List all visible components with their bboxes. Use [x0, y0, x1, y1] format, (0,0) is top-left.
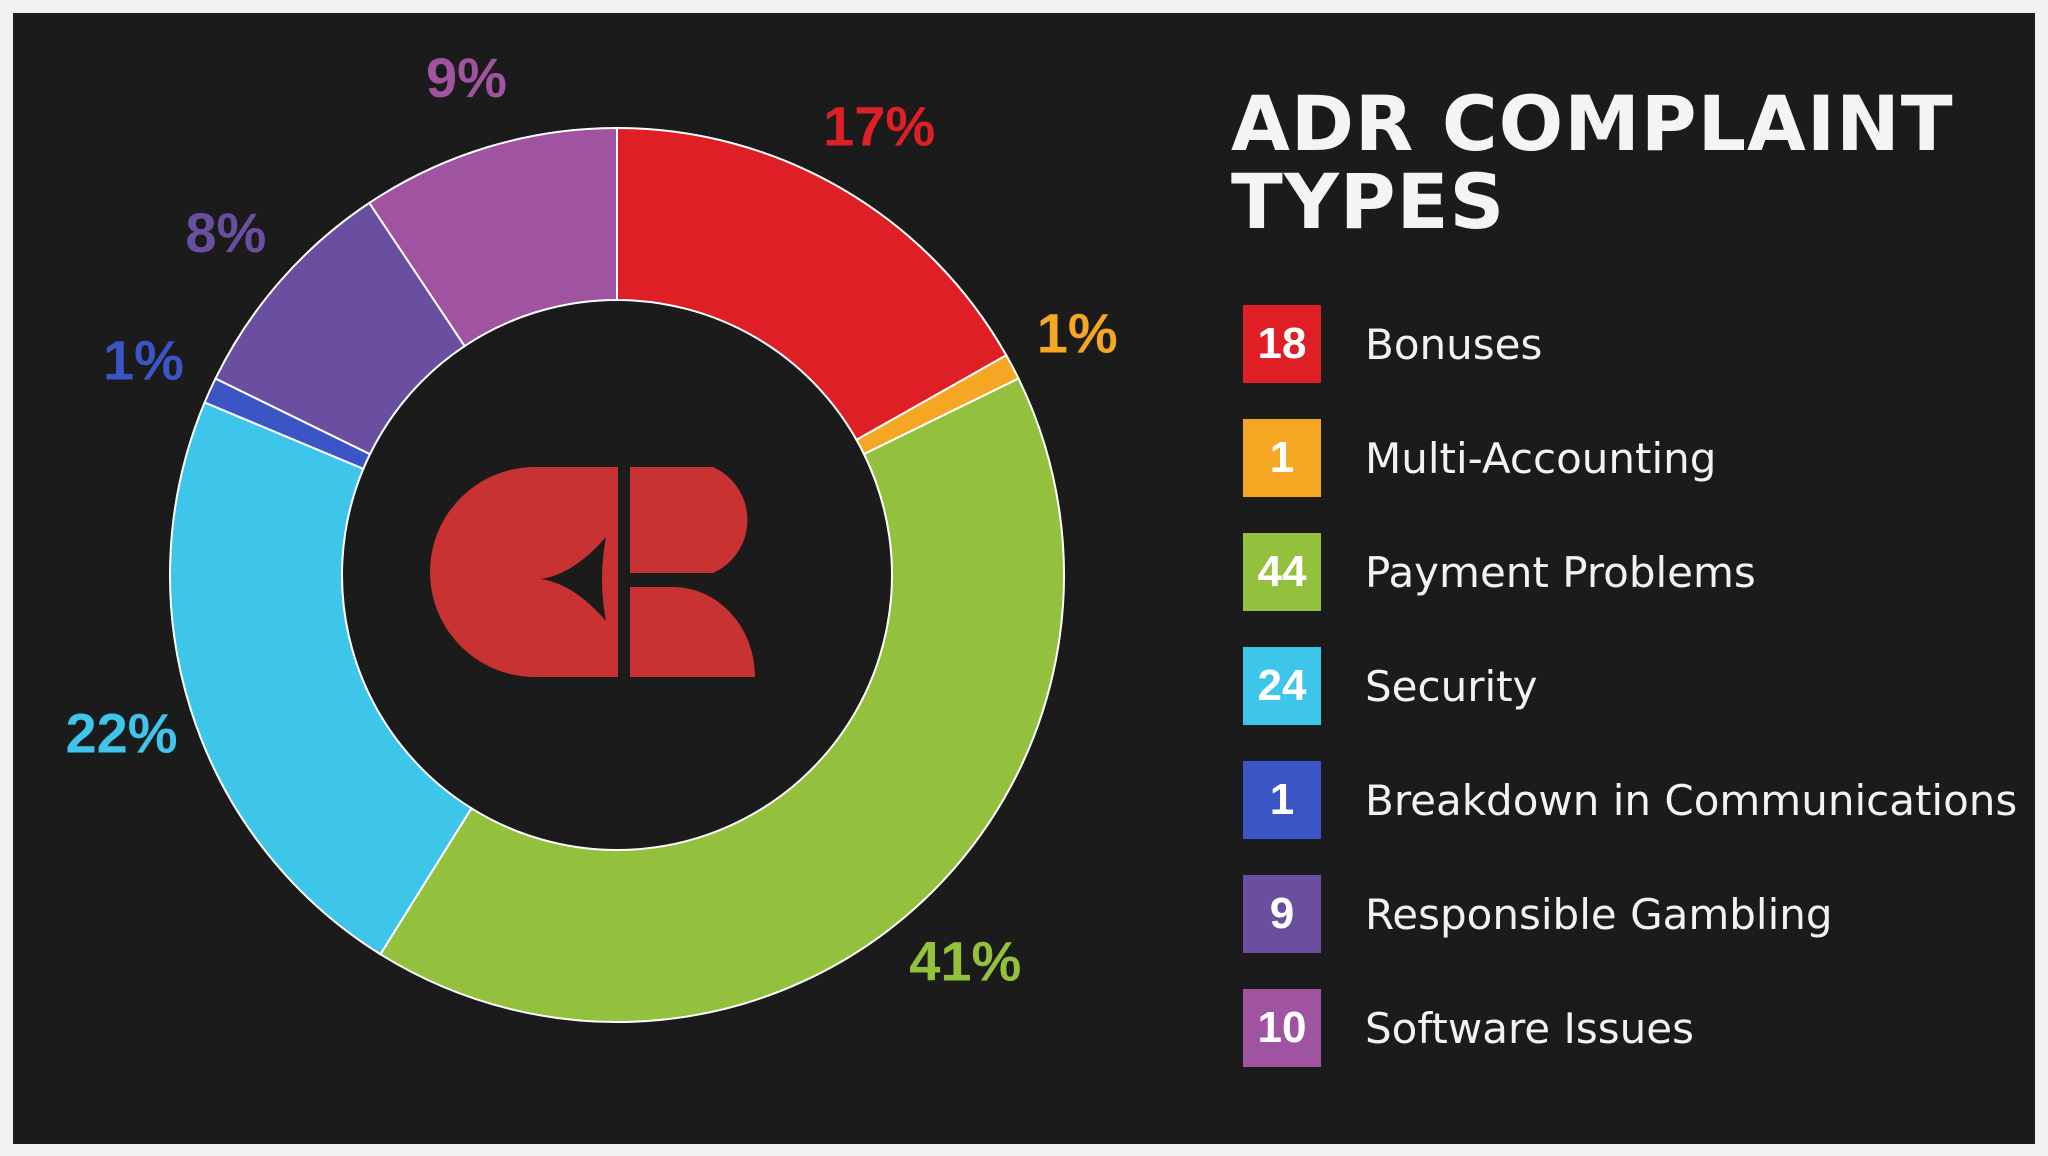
legend-item-responsible-gambling: 9 Responsible Gambling: [1243, 875, 1833, 953]
legend-label-multi-accounting: Multi-Accounting: [1365, 433, 1717, 483]
legend-count-breakdown-in-communications: 1: [1243, 761, 1321, 839]
legend-label-bonuses: Bonuses: [1365, 319, 1543, 369]
percent-label-responsible-gambling: 8%: [185, 201, 266, 264]
percent-labels: 17% 1% 41% 22% 1% 8% 9%: [65, 46, 1117, 993]
legend-count-payment-problems: 44: [1243, 533, 1321, 611]
donut-chart: 17% 1% 41% 22% 1% 8% 9%: [65, 46, 1118, 1023]
percent-label-security: 22%: [65, 701, 177, 764]
slice-software-issues: [367, 126, 618, 348]
legend-count-responsible-gambling: 9: [1243, 875, 1321, 953]
slice-security: [169, 401, 473, 956]
infographic-panel: 17% 1% 41% 22% 1% 8% 9% ADR COMPLAINT TYPES 18…: [13, 13, 2035, 1144]
legend-item-software-issues: 10 Software Issues: [1243, 989, 1694, 1067]
legend-count-security: 24: [1243, 647, 1321, 725]
legend-item-payment-problems: 44 Payment Problems: [1243, 533, 1756, 611]
legend-label-breakdown-in-communications: Breakdown in Communications: [1365, 775, 2018, 825]
chart-title-line-1: ADR COMPLAINT: [1231, 79, 1954, 168]
slice-payment-problems: [378, 377, 1065, 1023]
legend-label-responsible-gambling: Responsible Gambling: [1365, 889, 1833, 939]
percent-label-multi-accounting: 1%: [1037, 301, 1118, 364]
legend-count-multi-accounting: 1: [1243, 419, 1321, 497]
percent-label-breakdown-in-communications: 1%: [103, 329, 184, 392]
legend-item-breakdown-in-communications: 1 Breakdown in Communications: [1243, 761, 2017, 839]
slice-bonuses: [616, 126, 1008, 442]
percent-label-bonuses: 17%: [823, 94, 935, 157]
logo-right-top: [630, 467, 748, 573]
legend-item-security: 24 Security: [1243, 647, 1537, 725]
legend-label-payment-problems: Payment Problems: [1365, 547, 1756, 597]
casino-guru-logo: [430, 467, 755, 677]
legend-count-bonuses: 18: [1243, 305, 1321, 383]
logo-left-half: [430, 467, 618, 677]
percent-label-software-issues: 9%: [426, 46, 507, 109]
legend-item-bonuses: 18 Bonuses: [1243, 305, 1542, 383]
legend-label-software-issues: Software Issues: [1365, 1003, 1694, 1053]
logo-right-bottom: [630, 587, 755, 677]
legend-label-security: Security: [1365, 661, 1538, 711]
legend-count-software-issues: 10: [1243, 989, 1321, 1067]
chart-title-line-2: TYPES: [1231, 157, 1506, 246]
percent-label-payment-problems: 41%: [909, 930, 1021, 993]
chart-title: ADR COMPLAINT TYPES: [1231, 85, 2021, 241]
legend-item-multi-accounting: 1 Multi-Accounting: [1243, 419, 1716, 497]
donut-slices: [169, 126, 1065, 1023]
